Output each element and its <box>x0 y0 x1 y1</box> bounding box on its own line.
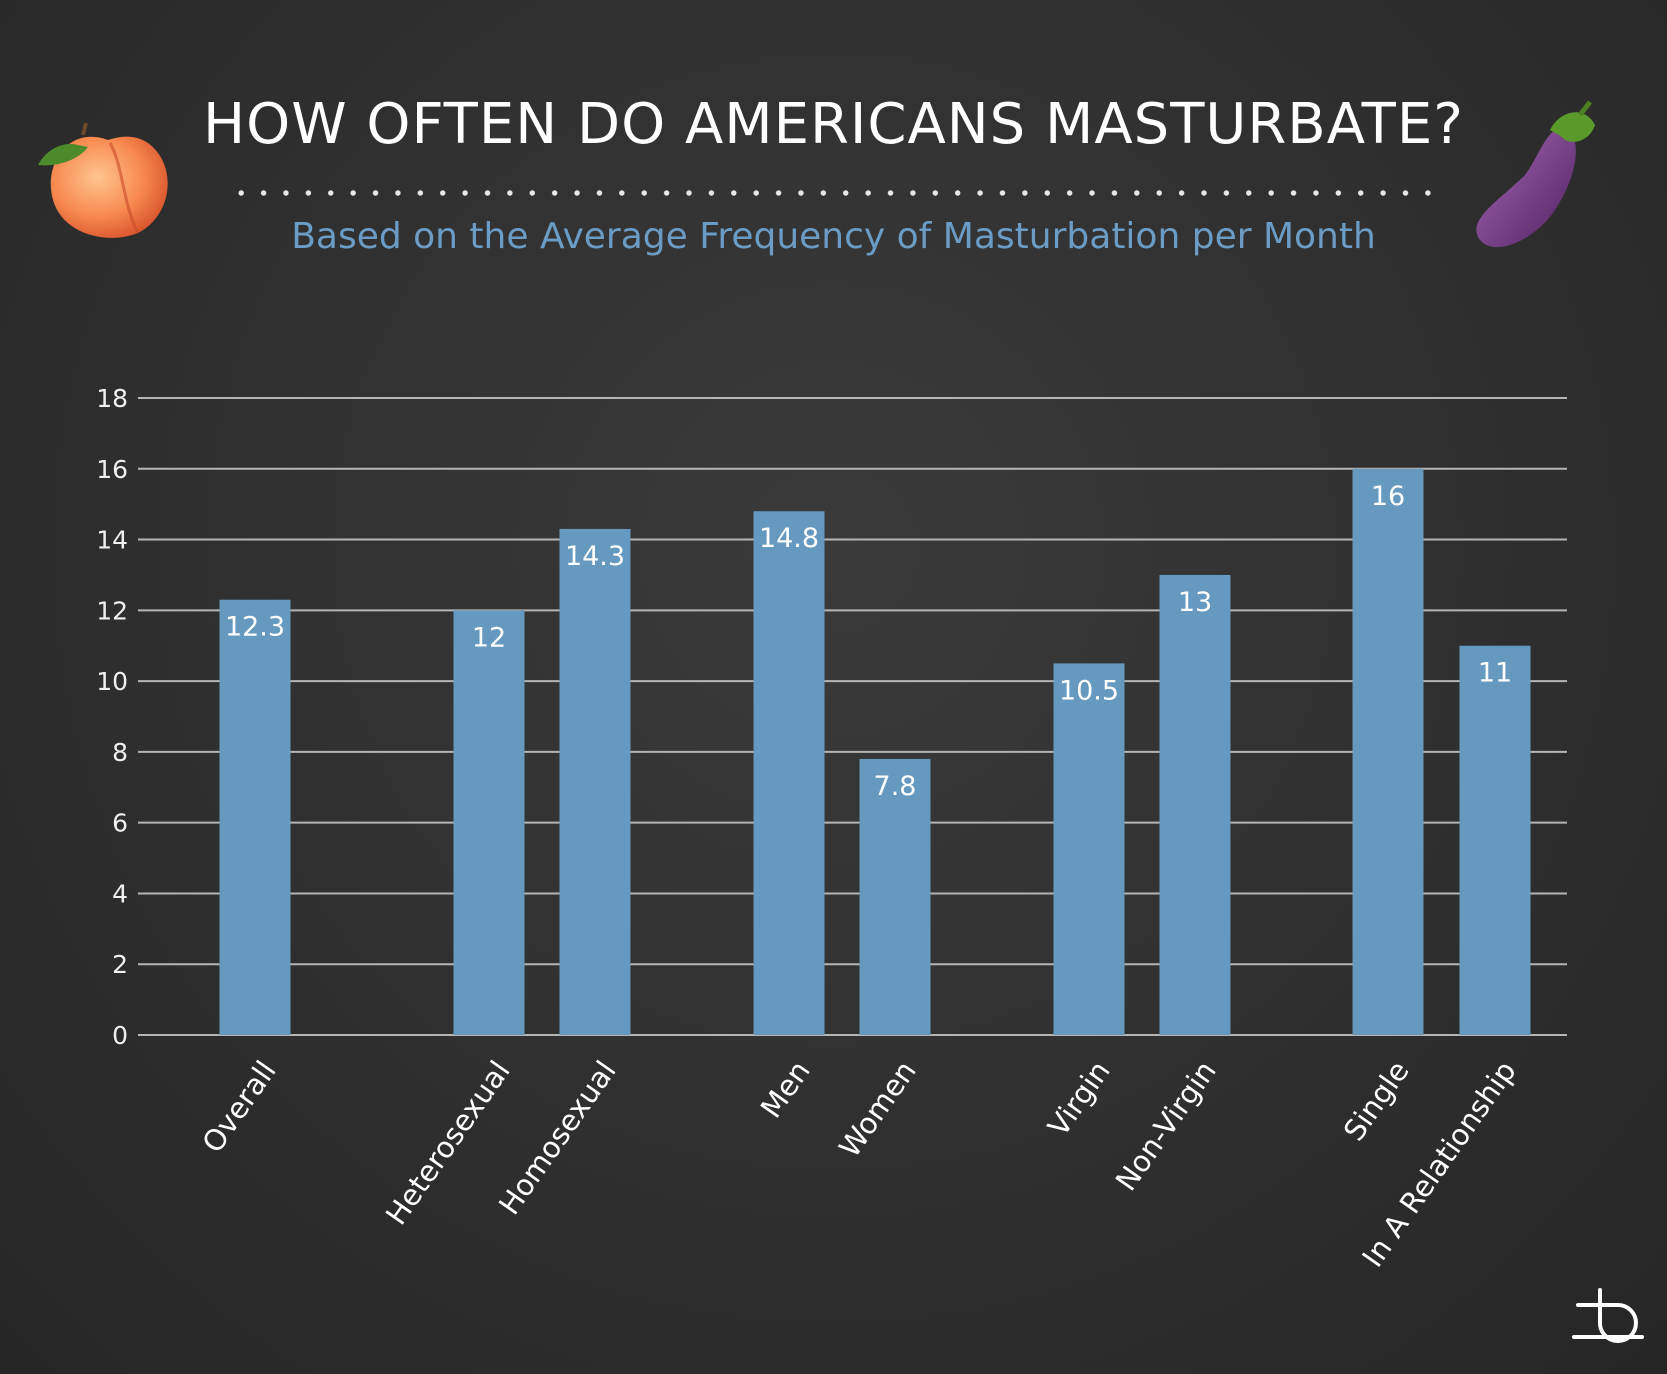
data-label: 12 <box>472 622 506 653</box>
bar <box>859 758 931 1035</box>
data-label: 16 <box>1371 481 1405 512</box>
bar <box>1159 574 1231 1035</box>
y-tick-label: 10 <box>96 667 128 696</box>
peach-icon <box>38 122 168 238</box>
bar <box>1459 645 1531 1035</box>
x-category-label: Non-Virgin <box>1109 1055 1223 1197</box>
y-tick-label: 0 <box>112 1021 128 1050</box>
bar <box>1053 663 1125 1035</box>
brand-logo-icon <box>1572 1288 1644 1343</box>
chart-title: HOW OFTEN DO AMERICANS MASTURBATE? <box>203 92 1464 157</box>
x-category-label: Virgin <box>1041 1055 1117 1143</box>
data-label: 11 <box>1478 658 1512 689</box>
chart-subtitle: Based on the Average Frequency of Mastur… <box>291 216 1376 257</box>
y-tick-label: 4 <box>112 879 128 908</box>
data-label: 10.5 <box>1059 675 1119 706</box>
data-label: 7.8 <box>874 771 917 802</box>
x-category-label: Single <box>1337 1055 1416 1148</box>
data-label: 14.3 <box>565 541 625 572</box>
y-tick-label: 6 <box>112 809 128 838</box>
y-tick-label: 16 <box>96 455 128 484</box>
bar <box>753 511 825 1035</box>
eggplant-icon <box>1476 100 1595 248</box>
x-category-label: Men <box>754 1055 817 1125</box>
data-label: 14.8 <box>759 523 819 554</box>
data-label: 12.3 <box>225 612 285 643</box>
data-label: 13 <box>1178 587 1212 618</box>
bar <box>219 599 291 1035</box>
bar <box>1352 468 1424 1035</box>
y-tick-label: 2 <box>112 950 128 979</box>
y-tick-label: 12 <box>96 596 128 625</box>
y-tick-label: 18 <box>96 384 128 413</box>
bar <box>453 610 525 1035</box>
bar <box>559 528 631 1035</box>
x-category-label: Women <box>832 1055 922 1164</box>
y-tick-label: 8 <box>112 738 128 767</box>
y-tick-label: 14 <box>96 526 128 555</box>
x-category-label: Overall <box>195 1055 282 1159</box>
dotted-divider <box>230 190 1440 196</box>
